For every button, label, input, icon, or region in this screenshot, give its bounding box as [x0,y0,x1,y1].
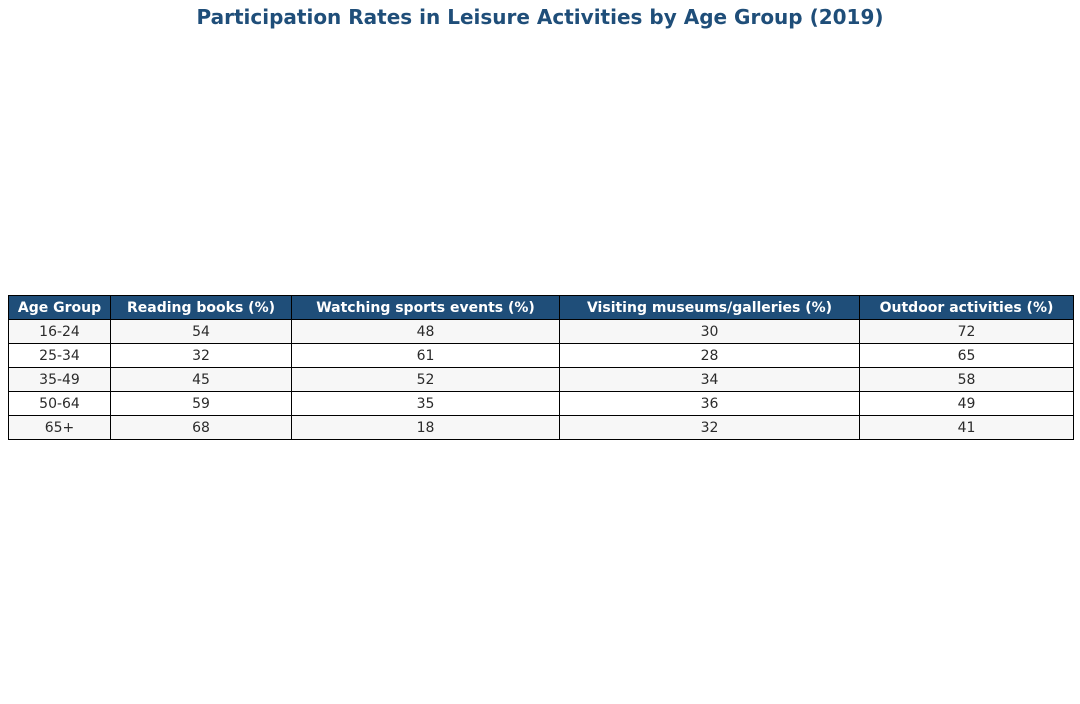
table-cell: 35-49 [8,367,111,392]
table-cell: 61 [291,343,560,368]
column-header-reading-books: Reading books (%) [110,295,292,320]
table-cell: 35 [291,391,560,416]
table-row: 65+ 68 18 32 41 [8,415,1074,440]
data-table: Age Group Reading books (%) Watching spo… [8,295,1074,440]
table-cell: 25-34 [8,343,111,368]
table-cell: 32 [559,415,860,440]
table-row: 35-49 45 52 34 58 [8,367,1074,392]
table-cell: 65+ [8,415,111,440]
table-cell: 72 [859,319,1074,344]
table-cell: 32 [110,343,292,368]
table-cell: 28 [559,343,860,368]
column-header-outdoor-activities: Outdoor activities (%) [859,295,1074,320]
table-cell: 18 [291,415,560,440]
table-cell: 54 [110,319,292,344]
table-cell: 58 [859,367,1074,392]
table-row: 50-64 59 35 36 49 [8,391,1074,416]
table-cell: 65 [859,343,1074,368]
table-cell: 16-24 [8,319,111,344]
column-header-watching-sports: Watching sports events (%) [291,295,560,320]
chart-title: Participation Rates in Leisure Activitie… [196,5,884,29]
table-cell: 52 [291,367,560,392]
table-cell: 48 [291,319,560,344]
table-cell: 68 [110,415,292,440]
table-cell: 36 [559,391,860,416]
table-cell: 30 [559,319,860,344]
table-cell: 45 [110,367,292,392]
table-row: 16-24 54 48 30 72 [8,319,1074,344]
table-header-row: Age Group Reading books (%) Watching spo… [8,295,1074,320]
column-header-age-group: Age Group [8,295,111,320]
table-cell: 34 [559,367,860,392]
column-header-visiting-museums: Visiting museums/galleries (%) [559,295,860,320]
table-cell: 50-64 [8,391,111,416]
table-cell: 41 [859,415,1074,440]
table-cell: 49 [859,391,1074,416]
table-cell: 59 [110,391,292,416]
table-row: 25-34 32 61 28 65 [8,343,1074,368]
